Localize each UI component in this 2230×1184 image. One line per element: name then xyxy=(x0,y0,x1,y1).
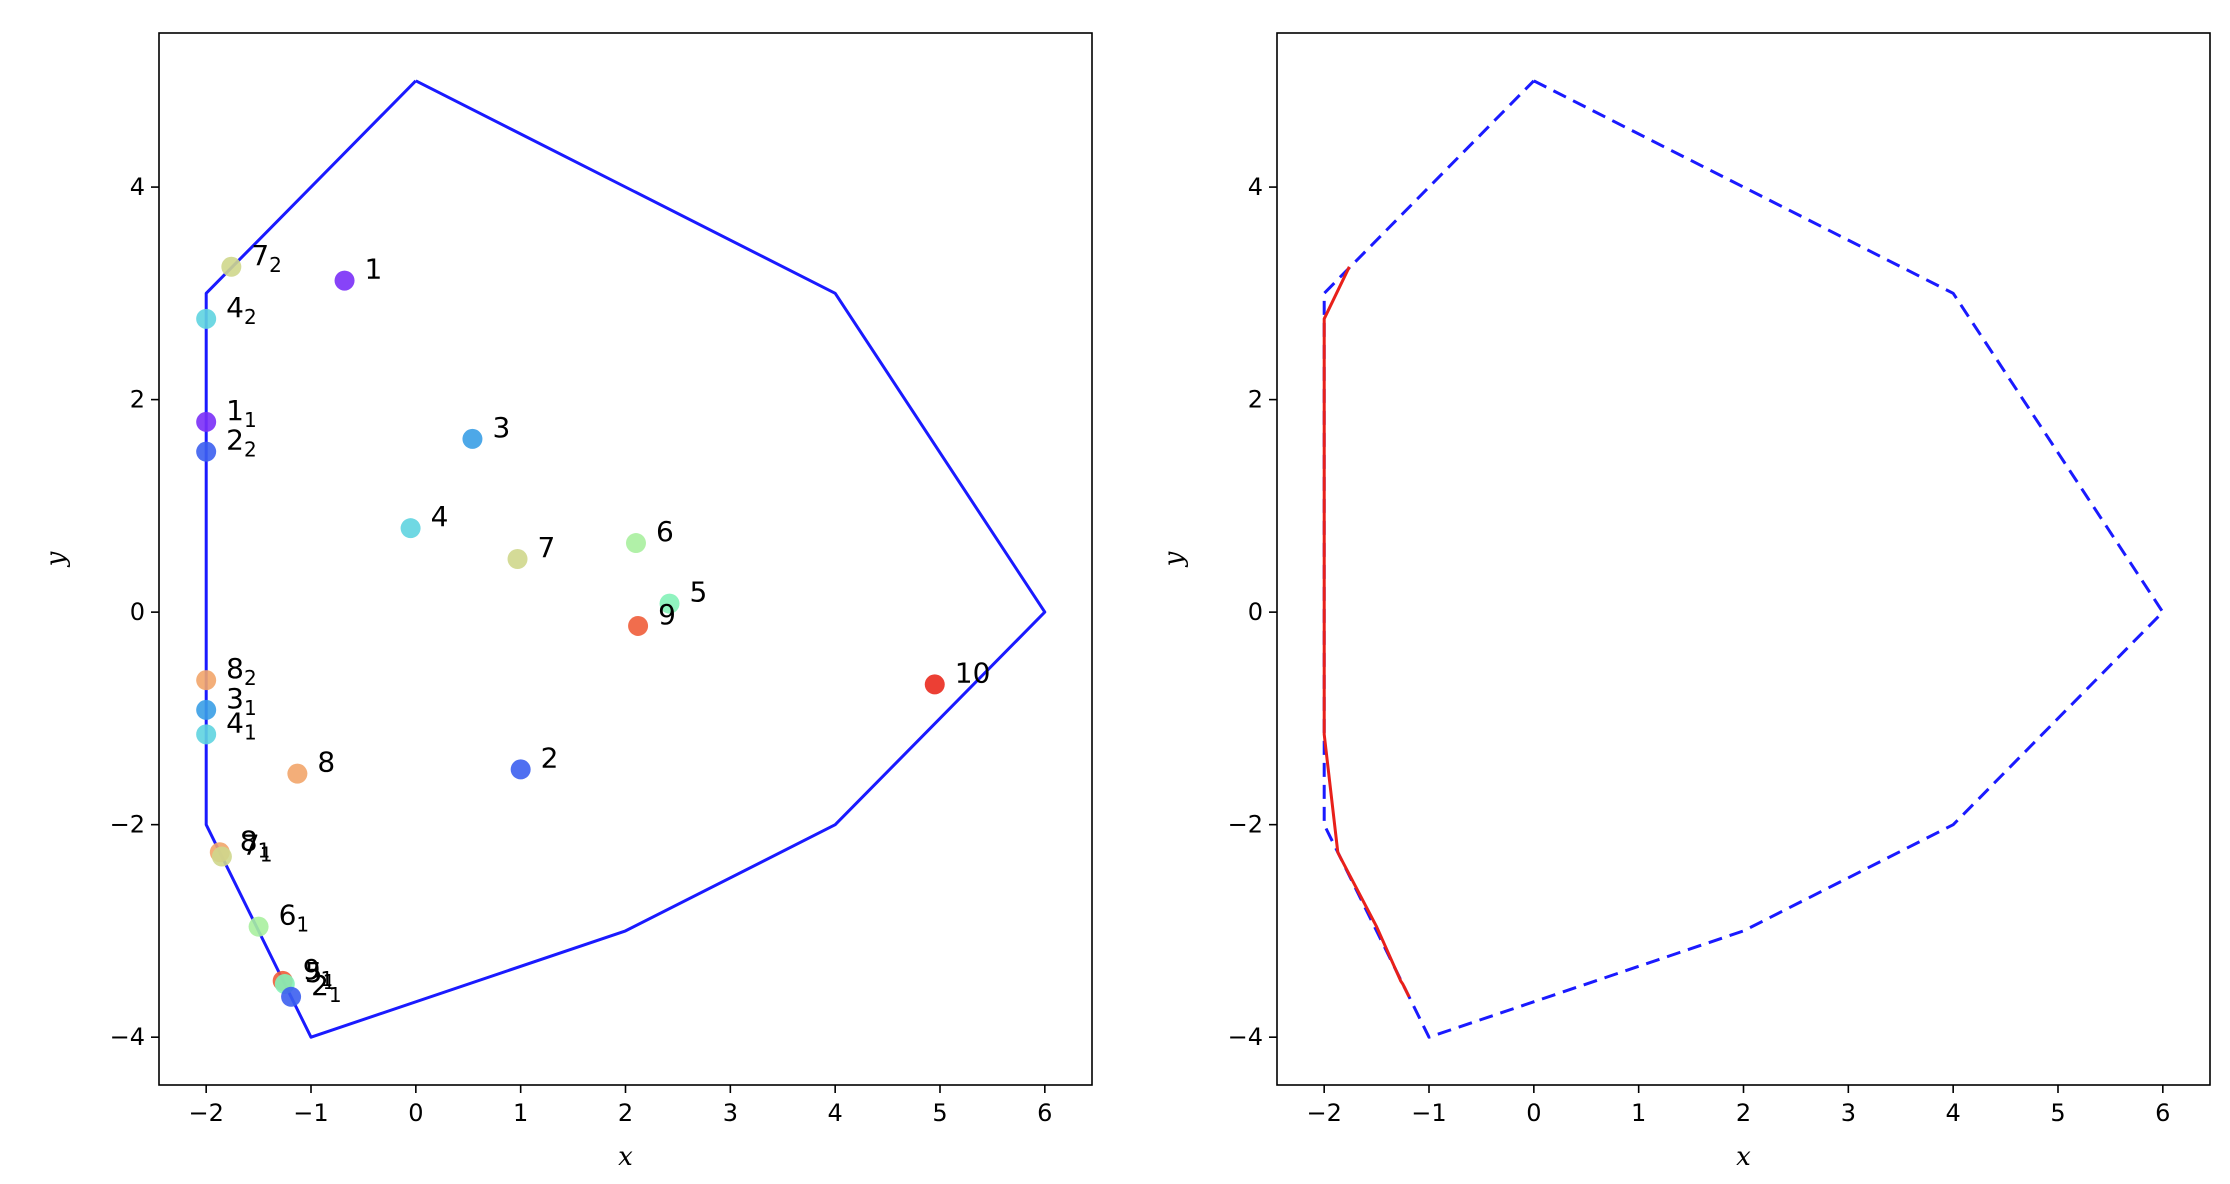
data-point xyxy=(196,670,217,691)
y-tick-label: 2 xyxy=(1248,386,1263,414)
data-point-label: 41 xyxy=(226,706,257,744)
hull-polygon-dashed-line xyxy=(1322,79,2165,1039)
x-tick-label: 0 xyxy=(1526,1099,1541,1127)
x-tick-label: 2 xyxy=(1736,1099,1751,1127)
data-point-label: 5 xyxy=(690,576,708,609)
data-point-label: 81 xyxy=(240,824,271,862)
x-tick-label: 0 xyxy=(408,1099,423,1127)
y-tick-label: 4 xyxy=(130,173,145,201)
data-point xyxy=(281,986,302,1007)
data-point-label: 82 xyxy=(226,652,257,690)
y-tick-label: −4 xyxy=(1228,1023,1263,1051)
data-point-label: 11 xyxy=(226,394,257,432)
data-point xyxy=(462,428,483,449)
data-point-label: 4 xyxy=(431,500,449,533)
data-point xyxy=(196,441,217,462)
y-tick-label: 0 xyxy=(130,598,145,626)
data-point xyxy=(211,846,232,867)
x-tick-label: 5 xyxy=(2050,1099,2065,1127)
x-axis-label: x xyxy=(1736,1142,1751,1172)
x-tick-label: 3 xyxy=(723,1099,738,1127)
data-point xyxy=(196,724,217,745)
data-point xyxy=(924,674,945,695)
data-point xyxy=(196,411,217,432)
x-tick-label: 1 xyxy=(1631,1099,1646,1127)
data-point xyxy=(507,549,528,569)
data-point-label: 10 xyxy=(955,656,991,689)
data-point-label: 21 xyxy=(311,969,342,1007)
data-point xyxy=(287,763,308,784)
x-tick-label: 2 xyxy=(618,1099,633,1127)
x-tick-label: −2 xyxy=(188,1099,223,1127)
x-tick-label: −2 xyxy=(1306,1099,1341,1127)
data-point-label: 71 xyxy=(242,829,273,867)
data-point-label: 3 xyxy=(492,411,510,444)
data-point xyxy=(196,308,217,329)
y-axis-label: y xyxy=(41,551,71,567)
data-point-label: 31 xyxy=(226,682,257,720)
data-point-label: 8 xyxy=(317,746,335,779)
y-axis-label: y xyxy=(1159,551,1189,567)
data-point xyxy=(510,759,531,780)
x-tick-label: −1 xyxy=(293,1099,328,1127)
data-point xyxy=(625,533,646,554)
data-point xyxy=(334,270,355,291)
chart-2: −2 −1 0 1 2 3 4 5 6 −4 −2 0 2 4 x y xyxy=(1159,32,2211,1172)
data-point-label: 51 xyxy=(305,956,336,994)
x-tick-label: 4 xyxy=(1946,1099,1961,1127)
y-tick-label: 0 xyxy=(1248,598,1263,626)
x-tick-label: 6 xyxy=(1037,1099,1052,1127)
y-tick-label: 4 xyxy=(1248,173,1263,201)
data-point xyxy=(221,256,242,277)
data-point-label: 42 xyxy=(226,291,257,329)
y-tick-label: 2 xyxy=(130,386,145,414)
data-point xyxy=(196,699,217,720)
y-tick-label: −4 xyxy=(110,1023,145,1051)
hull-polygon-line xyxy=(204,79,1047,1039)
data-point xyxy=(248,916,269,937)
data-point-label: 22 xyxy=(226,424,257,462)
data-point xyxy=(628,615,649,636)
data-point-label: 2 xyxy=(541,741,559,774)
chart-1: −2 −1 0 1 2 3 4 5 6−4−2024xy12345678910724211228… xyxy=(41,32,1093,1172)
y-tick-label: −2 xyxy=(110,811,145,839)
x-tick-label: −1 xyxy=(1411,1099,1446,1127)
data-point-label: 1 xyxy=(365,253,383,286)
x-tick-label: 5 xyxy=(932,1099,947,1127)
data-point xyxy=(659,593,680,614)
data-point-label: 6 xyxy=(656,515,674,548)
projection-path-line xyxy=(1322,266,1411,998)
data-point-label: 91 xyxy=(303,953,334,991)
data-point xyxy=(400,518,421,539)
data-point-label: 7 xyxy=(538,531,556,564)
data-point-label: 9 xyxy=(658,598,676,631)
data-point-label: 61 xyxy=(279,899,310,937)
x-tick-label: 6 xyxy=(2155,1099,2170,1127)
x-tick-label: 3 xyxy=(1841,1099,1856,1127)
x-tick-label: 4 xyxy=(828,1099,843,1127)
x-axis-label: x xyxy=(618,1142,633,1172)
plot-frame xyxy=(1276,32,2211,1086)
x-tick-label: 1 xyxy=(513,1099,528,1127)
data-point-label: 72 xyxy=(251,239,282,277)
y-tick-label: −2 xyxy=(1228,811,1263,839)
